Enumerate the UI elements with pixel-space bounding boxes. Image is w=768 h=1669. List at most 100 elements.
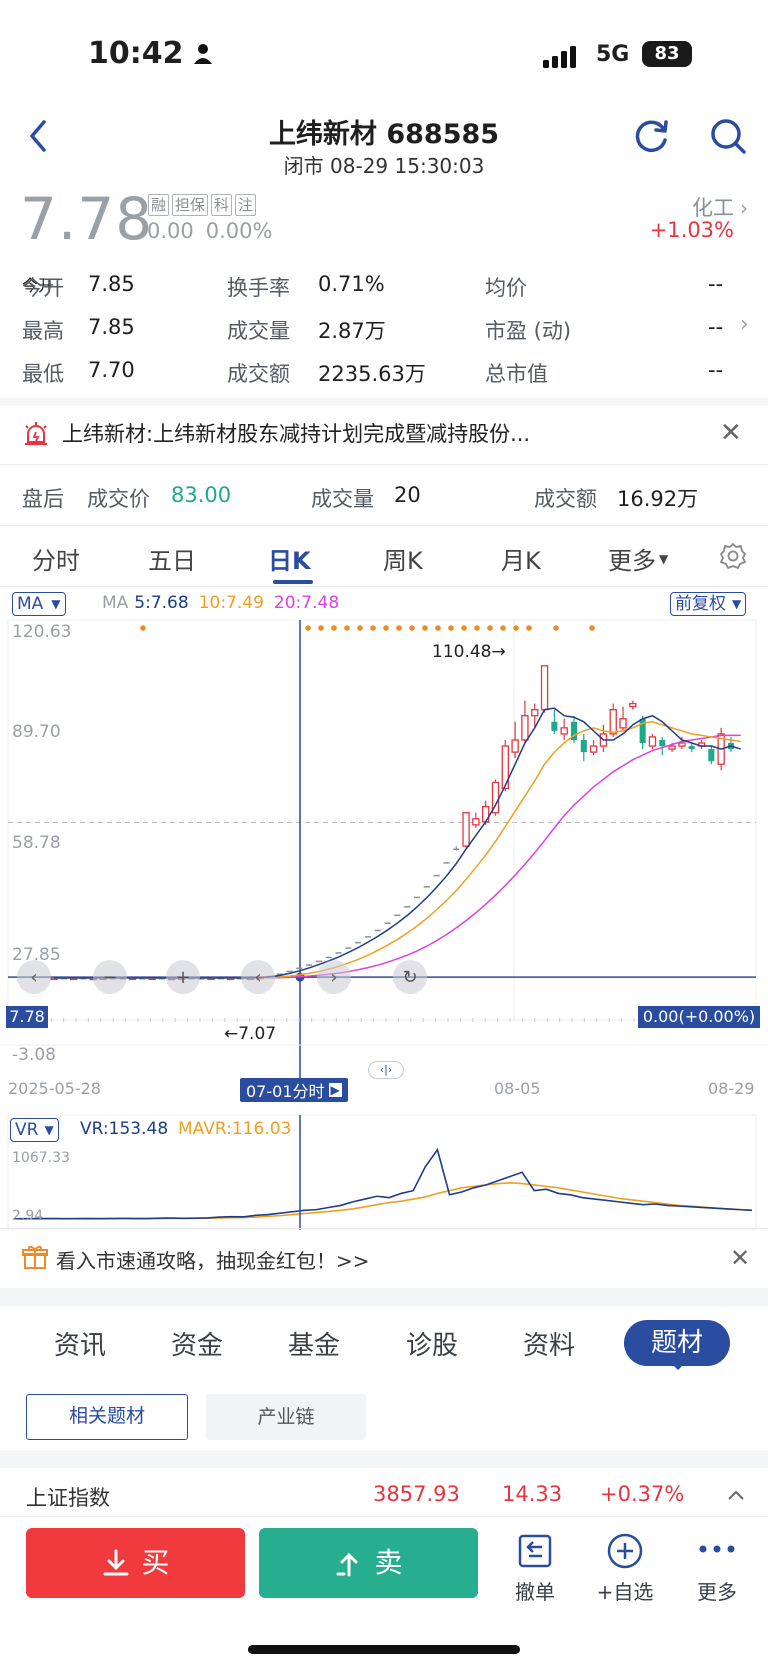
- sub-tab-industry-chain[interactable]: 产业链: [206, 1394, 366, 1440]
- stock-tags: 融 担保 科 注: [148, 194, 259, 216]
- index-name[interactable]: 上证指数: [26, 1486, 110, 1510]
- undo-icon[interactable]: [516, 1532, 554, 1570]
- y-tick-5: -3.08: [12, 1045, 56, 1065]
- more-dots-icon[interactable]: [697, 1542, 737, 1556]
- event-dot: [435, 625, 441, 631]
- vr-top-tick: 1067.33: [12, 1150, 70, 1166]
- add-watchlist-icon[interactable]: [606, 1532, 644, 1570]
- tab-daily-k[interactable]: 日K: [268, 547, 311, 575]
- volume-label: 成交量: [227, 319, 290, 343]
- after-hours-price: 83.00: [171, 483, 232, 507]
- sell-button[interactable]: 卖: [259, 1528, 478, 1598]
- open-value: 7.85: [88, 272, 135, 296]
- back-icon[interactable]: [22, 116, 58, 156]
- chevron-right-icon[interactable]: ›: [740, 312, 749, 337]
- watchlist-label[interactable]: +自选: [596, 1580, 654, 1604]
- home-indicator: [248, 1645, 520, 1654]
- event-dot: [344, 625, 350, 631]
- event-dot: [513, 625, 519, 631]
- tab-diagnosis[interactable]: 诊股: [406, 1331, 459, 1361]
- event-dot: [396, 625, 402, 631]
- chevron-right-icon[interactable]: ›: [740, 196, 748, 220]
- candle: [276, 973, 283, 975]
- event-dot: [461, 625, 467, 631]
- ma-prefix: MA: [102, 593, 129, 613]
- candle: [551, 721, 558, 731]
- candle: [580, 739, 587, 753]
- candle: [413, 896, 421, 899]
- sub-tab-related-topics[interactable]: 相关题材: [26, 1394, 188, 1440]
- chart-control-button: [93, 960, 127, 995]
- vr-selector-label: VR: [15, 1120, 39, 1140]
- tab-five-day[interactable]: 五日: [148, 547, 196, 575]
- tab-news[interactable]: 资讯: [54, 1331, 107, 1361]
- event-dot: [526, 625, 532, 631]
- cursor-date-tag[interactable]: 07-01分时 ▶: [240, 1078, 348, 1102]
- ma-selector-label: MA: [17, 594, 44, 614]
- mavr-value: MAVR:116.03: [178, 1119, 292, 1139]
- date-end: 08-29: [708, 1079, 755, 1098]
- price-change: 0.00 0.00%: [147, 219, 272, 243]
- chart-scroll-handle[interactable]: ‹|›: [368, 1061, 404, 1079]
- candle: [394, 914, 401, 917]
- event-dot: [553, 625, 559, 631]
- settings-gear-icon[interactable]: [718, 541, 748, 571]
- tab-fund[interactable]: 基金: [288, 1331, 341, 1361]
- ma-values: MA 5:7.68 10:7.49 20:7.48: [102, 593, 339, 613]
- search-icon[interactable]: [708, 116, 748, 156]
- sector-change: +1.03%: [649, 218, 734, 242]
- chevron-up-icon[interactable]: [726, 1486, 746, 1506]
- candle: [443, 862, 450, 864]
- sell-label: 卖: [374, 1546, 403, 1579]
- date-start: 2025-05-28: [8, 1079, 101, 1098]
- candle: [433, 874, 440, 877]
- news-headline[interactable]: 上纬新材:上纬新材股东减持计划完成暨减持股份...: [62, 422, 531, 446]
- sector-name[interactable]: 化工: [692, 196, 734, 220]
- turnover-value: 0.71%: [318, 272, 385, 296]
- candle: [688, 746, 695, 750]
- caret-down-icon: ▼: [44, 1123, 54, 1137]
- gift-icon: [22, 1246, 48, 1269]
- ma-selector[interactable]: MA ▼: [12, 592, 66, 616]
- tab-topics[interactable]: 题材: [624, 1320, 730, 1366]
- candle: [335, 952, 342, 954]
- pe-value: --: [708, 315, 724, 339]
- tab-more[interactable]: 更多 ▼: [608, 541, 668, 576]
- candle: [286, 970, 293, 973]
- candle: [453, 848, 460, 850]
- section-divider: [0, 398, 768, 406]
- candle: [609, 709, 617, 735]
- tab-funds[interactable]: 资金: [171, 1331, 224, 1361]
- tab-intraday[interactable]: 分时: [32, 547, 80, 575]
- kline-chart[interactable]: ‹ − + ‹ › ↻: [0, 590, 768, 1230]
- event-dot: [370, 625, 376, 631]
- ma10-line: [54, 721, 741, 979]
- chart-control-icon: +: [175, 967, 190, 988]
- caret-down-icon: ▼: [732, 597, 742, 611]
- candle: [629, 702, 637, 708]
- adjust-selector[interactable]: 前复权 ▼: [670, 592, 747, 616]
- chart-control-button: [393, 960, 427, 995]
- close-icon[interactable]: ✕: [730, 1244, 751, 1272]
- candle: [678, 742, 686, 747]
- buy-button[interactable]: 买: [26, 1528, 245, 1598]
- more-label[interactable]: 更多: [697, 1580, 737, 1604]
- vr-selector[interactable]: VR ▼: [10, 1118, 59, 1142]
- promo-text[interactable]: 看入市速通攻略，抽现金红包！>>: [56, 1249, 370, 1273]
- cursor-date: 07-01分时: [246, 1082, 325, 1101]
- tab-monthly-k[interactable]: 月K: [501, 547, 541, 575]
- candle: [501, 745, 509, 790]
- active-tab-indicator: [273, 580, 313, 584]
- chart-control-icon: ›: [330, 967, 337, 988]
- close-icon[interactable]: ✕: [720, 418, 742, 448]
- divider: [0, 1228, 768, 1229]
- event-dot: [305, 625, 311, 631]
- undo-label[interactable]: 撤单: [515, 1580, 555, 1604]
- divider: [0, 525, 768, 526]
- tab-profile[interactable]: 资料: [523, 1331, 576, 1361]
- tab-weekly-k[interactable]: 周K: [383, 547, 423, 575]
- refresh-icon[interactable]: [632, 116, 672, 156]
- pe-label[interactable]: 市盈 (动): [485, 319, 572, 343]
- low-value: 7.70: [88, 358, 135, 382]
- adjust-label: 前复权: [675, 594, 726, 614]
